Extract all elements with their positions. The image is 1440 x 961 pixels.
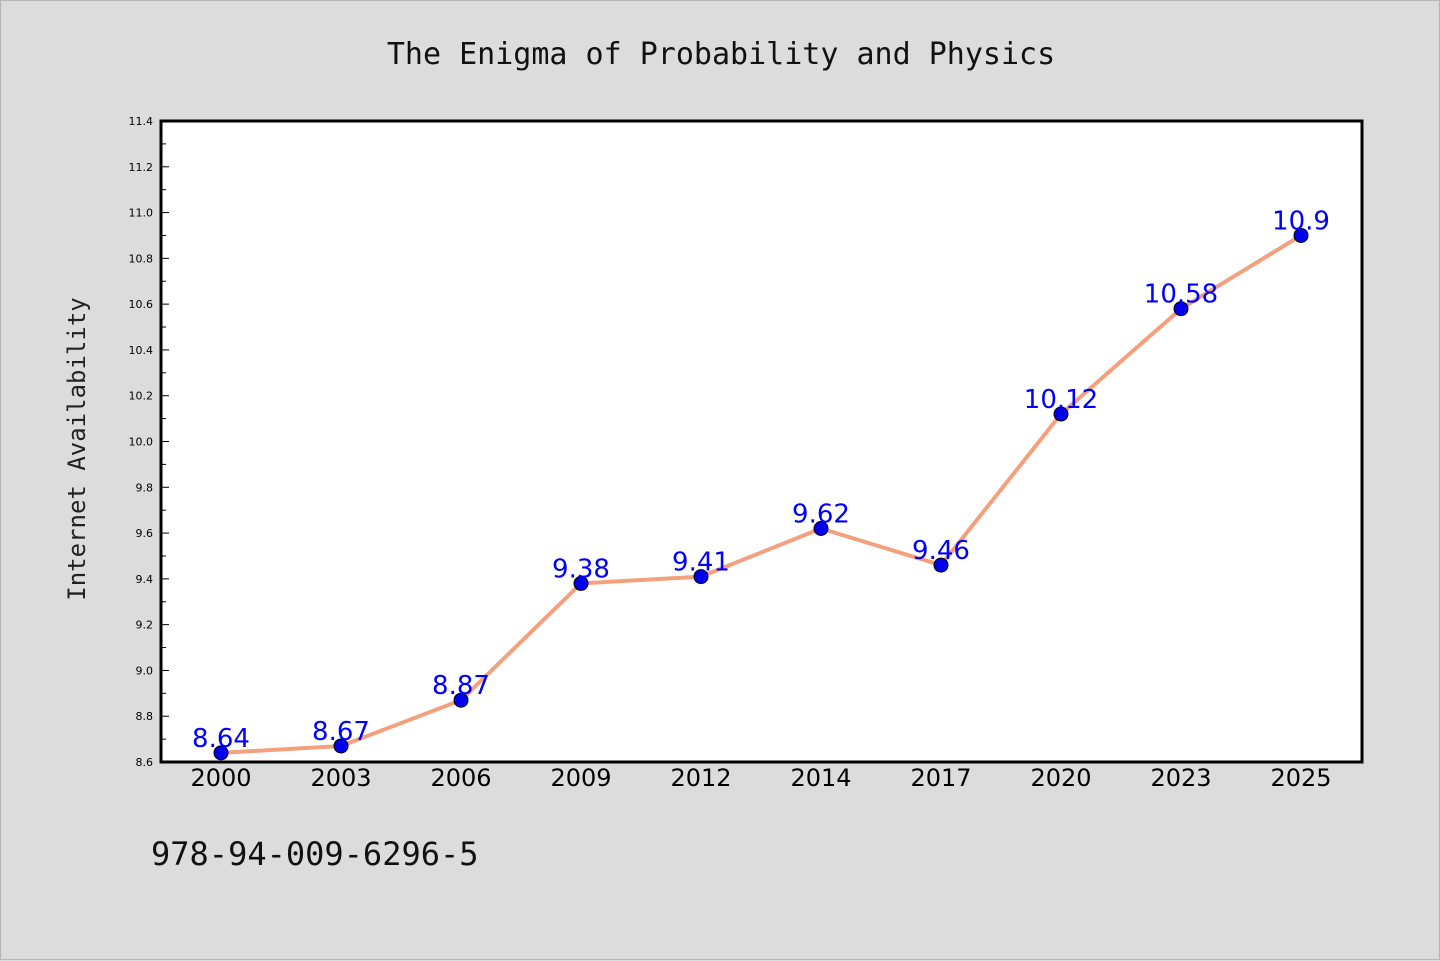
x-tick-label: 2000 xyxy=(190,764,251,792)
data-point-marker xyxy=(813,520,829,536)
x-tick-label: 2012 xyxy=(670,764,731,792)
y-tick-label: 11.0 xyxy=(129,207,154,220)
series-line xyxy=(219,233,1303,755)
data-point-marker xyxy=(693,569,709,585)
data-point-marker xyxy=(573,575,589,591)
data-point-marker xyxy=(1053,406,1069,422)
data-label: 10.58 xyxy=(1144,280,1218,310)
marker-layer xyxy=(213,227,1309,761)
y-tick-label: 9.0 xyxy=(136,664,154,677)
x-tick-label: 2009 xyxy=(550,764,611,792)
y-tick-label: 10.0 xyxy=(129,436,154,449)
x-tick-label: 2023 xyxy=(1150,764,1211,792)
data-label: 8.64 xyxy=(192,724,250,754)
y-tick-label: 10.6 xyxy=(129,298,154,311)
data-point-marker xyxy=(1293,227,1309,243)
y-tick-label: 8.8 xyxy=(136,710,154,723)
data-label: 9.38 xyxy=(552,554,610,584)
data-label: 10.12 xyxy=(1024,385,1098,415)
x-tick-label: 2025 xyxy=(1270,764,1331,792)
y-tick-label: 9.4 xyxy=(136,573,154,586)
data-point-marker xyxy=(333,738,349,754)
data-label: 8.67 xyxy=(312,717,370,747)
data-label: 9.46 xyxy=(912,536,970,566)
data-point-marker xyxy=(453,692,469,708)
x-axis: 2000 2003 2006 2009 2012 2014 2017 2020 2023 2025 xyxy=(190,764,1331,792)
y-tick-label: 9.8 xyxy=(136,481,154,494)
data-point-marker xyxy=(1173,301,1189,317)
y-axis-label: Internet Availability xyxy=(63,297,91,600)
x-tick-label: 2003 xyxy=(310,764,371,792)
data-point-marker xyxy=(933,557,949,573)
data-label: 8.87 xyxy=(432,671,490,701)
data-label-layer: 8.64 8.67 8.87 9.38 9.41 9.62 9.46 10.12 10.58 10… xyxy=(192,206,1330,753)
series-line-layer xyxy=(219,233,1303,755)
y-tick-label: 11.2 xyxy=(129,161,154,174)
y-tick-label: 10.4 xyxy=(129,344,154,357)
data-point-marker xyxy=(213,745,229,761)
chart-title: The Enigma of Probability and Physics xyxy=(387,37,1055,72)
plot-area xyxy=(161,121,1362,762)
data-label: 9.62 xyxy=(792,499,850,529)
y-tick-label: 10.2 xyxy=(129,390,154,403)
y-tick-label: 9.2 xyxy=(136,619,154,632)
x-tick-label: 2017 xyxy=(910,764,971,792)
x-tick-label: 2006 xyxy=(430,764,491,792)
plot-frame xyxy=(159,119,1364,764)
y-tick-label: 10.8 xyxy=(129,252,154,265)
x-tick-label: 2014 xyxy=(790,764,851,792)
isbn-footer: 978-94-009-6296-5 xyxy=(151,835,479,873)
y-tick-label: 8.6 xyxy=(136,756,154,769)
data-label: 9.41 xyxy=(672,548,730,578)
data-label: 10.9 xyxy=(1272,206,1330,236)
x-tick-label: 2020 xyxy=(1030,764,1091,792)
y-axis: 8.6 8.8 9.0 9.2 9.4 9.6 9.8 10.0 10.2 10.4 10.6 10.… xyxy=(129,115,169,769)
y-tick-label: 11.4 xyxy=(129,115,154,128)
y-tick-label: 9.6 xyxy=(136,527,154,540)
